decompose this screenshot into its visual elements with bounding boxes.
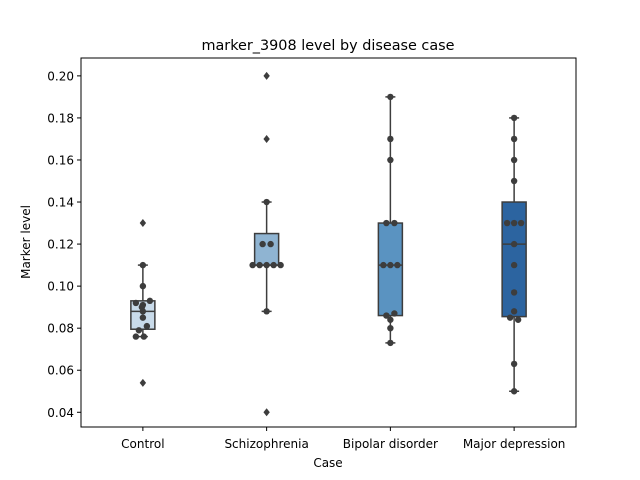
- data-point: [256, 261, 263, 269]
- data-point: [514, 316, 522, 323]
- y-tick-label: 0.04: [47, 406, 74, 420]
- data-point: [387, 339, 394, 347]
- data-point: [510, 135, 518, 143]
- data-point: [270, 261, 277, 269]
- data-point: [510, 308, 518, 315]
- data-point: [132, 299, 140, 307]
- y-tick-label: 0.18: [47, 111, 74, 125]
- data-point: [517, 219, 525, 227]
- box-iqr-bipolar-disorder: [377, 222, 404, 317]
- data-point: [510, 219, 518, 227]
- data-point: [383, 219, 390, 227]
- y-tick-label: 0.14: [47, 196, 74, 210]
- data-point: [510, 360, 518, 368]
- data-point: [510, 261, 518, 269]
- data-point: [510, 240, 518, 248]
- data-point: [263, 308, 270, 315]
- y-axis-label: Marker level: [19, 205, 33, 279]
- box-iqr-major-depression: [501, 201, 527, 318]
- data-point: [387, 156, 394, 164]
- x-tick-label: Control: [121, 437, 164, 451]
- x-axis-label: Case: [313, 456, 342, 470]
- y-tick-label: 0.16: [47, 153, 74, 167]
- data-point: [267, 240, 274, 248]
- y-tick-label: 0.06: [47, 364, 74, 378]
- data-point: [249, 261, 256, 269]
- data-point: [139, 314, 147, 321]
- data-point: [510, 177, 518, 185]
- data-point: [510, 156, 518, 164]
- data-point: [387, 316, 394, 323]
- data-point: [146, 297, 154, 305]
- data-point: [391, 219, 398, 227]
- data-point: [503, 219, 511, 227]
- data-point: [263, 261, 270, 269]
- data-point: [387, 324, 394, 332]
- outlier-marker: [139, 378, 147, 387]
- data-point: [143, 322, 151, 330]
- y-tick-label: 0.12: [47, 238, 74, 252]
- data-point: [139, 261, 147, 269]
- outlier-marker: [263, 408, 270, 417]
- data-point: [387, 261, 394, 269]
- x-tick-label: Major depression: [463, 437, 566, 451]
- outlier-marker: [263, 134, 270, 143]
- axes-frame: [80, 57, 577, 428]
- data-point: [391, 310, 398, 317]
- chart-title: marker_3908 level by disease case: [201, 38, 454, 54]
- data-point: [139, 282, 147, 290]
- x-tick-label: Bipolar disorder: [343, 437, 438, 451]
- data-point: [135, 327, 143, 334]
- data-point: [387, 135, 394, 143]
- data-point: [132, 333, 140, 340]
- y-tick-label: 0.08: [47, 322, 74, 336]
- box-iqr-schizophrenia: [253, 232, 280, 266]
- data-point: [277, 261, 284, 269]
- outlier-marker: [139, 219, 147, 228]
- data-point: [140, 333, 148, 340]
- data-point: [394, 261, 401, 269]
- data-point: [383, 312, 390, 319]
- plot-area: 0.04 0.06 0.08 0.10 0.12 0.14 0.16 0.18 0.20 Cont…: [47, 69, 565, 451]
- data-point: [263, 198, 270, 206]
- data-point: [510, 289, 518, 296]
- data-point: [510, 388, 518, 395]
- y-tick-label: 0.20: [47, 69, 74, 83]
- data-point: [387, 93, 394, 101]
- data-point: [139, 308, 147, 315]
- data-point: [259, 240, 266, 248]
- x-tick-label: Schizophrenia: [224, 437, 308, 451]
- data-point: [510, 114, 518, 122]
- data-point: [380, 261, 387, 269]
- y-tick-label: 0.10: [47, 280, 74, 294]
- data-point: [506, 314, 514, 321]
- outlier-marker: [263, 71, 270, 80]
